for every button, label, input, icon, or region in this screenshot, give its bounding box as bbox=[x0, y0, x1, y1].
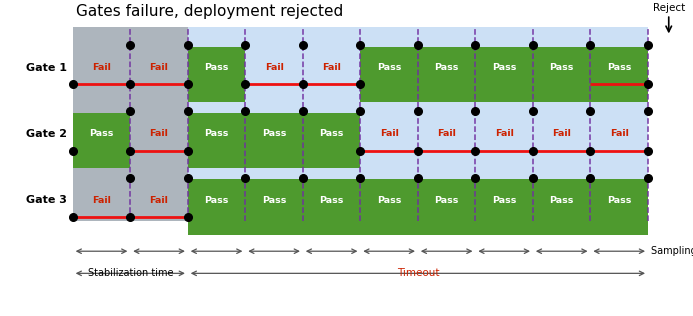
Bar bbox=[360, 179, 418, 234]
Text: Pass: Pass bbox=[319, 196, 344, 205]
Bar bbox=[533, 47, 590, 102]
Text: Fail: Fail bbox=[92, 63, 111, 72]
Text: Stabilization time: Stabilization time bbox=[87, 268, 173, 278]
Bar bbox=[360, 47, 418, 102]
Text: Pass: Pass bbox=[492, 63, 516, 72]
Text: Fail: Fail bbox=[437, 130, 456, 138]
Text: Pass: Pass bbox=[550, 196, 574, 205]
Text: Fail: Fail bbox=[150, 130, 168, 138]
Text: Fail: Fail bbox=[610, 130, 629, 138]
Bar bbox=[590, 47, 648, 102]
Bar bbox=[245, 179, 303, 234]
Text: Fail: Fail bbox=[92, 196, 111, 205]
Text: Fail: Fail bbox=[265, 63, 283, 72]
Text: Pass: Pass bbox=[435, 63, 459, 72]
Text: Pass: Pass bbox=[204, 130, 229, 138]
Bar bbox=[73, 27, 188, 221]
Bar bbox=[73, 27, 648, 221]
Text: Gate 3: Gate 3 bbox=[26, 195, 67, 205]
Bar bbox=[188, 47, 245, 102]
Bar bbox=[475, 47, 533, 102]
Text: Fail: Fail bbox=[150, 196, 168, 205]
Text: Fail: Fail bbox=[495, 130, 514, 138]
Bar bbox=[418, 47, 475, 102]
Text: Pass: Pass bbox=[319, 130, 344, 138]
Text: Pass: Pass bbox=[204, 63, 229, 72]
Bar bbox=[73, 113, 130, 168]
Text: Pass: Pass bbox=[435, 196, 459, 205]
Text: Pass: Pass bbox=[607, 196, 631, 205]
Text: Gate 1: Gate 1 bbox=[26, 63, 67, 73]
Text: Gate 2: Gate 2 bbox=[26, 129, 67, 139]
Text: Fail: Fail bbox=[150, 63, 168, 72]
Text: Pass: Pass bbox=[550, 63, 574, 72]
Text: Pass: Pass bbox=[262, 196, 286, 205]
Bar bbox=[245, 113, 303, 168]
Text: Pass: Pass bbox=[262, 130, 286, 138]
Text: Pass: Pass bbox=[377, 196, 401, 205]
Text: Fail: Fail bbox=[322, 63, 341, 72]
Bar bbox=[303, 179, 360, 234]
Text: Sampling intervals: Sampling intervals bbox=[651, 246, 693, 256]
Text: Fail: Fail bbox=[380, 130, 398, 138]
Text: Pass: Pass bbox=[377, 63, 401, 72]
Bar bbox=[303, 113, 360, 168]
Text: Timeout: Timeout bbox=[396, 268, 439, 278]
Bar bbox=[475, 179, 533, 234]
Text: Fail: Fail bbox=[552, 130, 571, 138]
Bar bbox=[188, 113, 245, 168]
Text: Reject: Reject bbox=[653, 3, 685, 13]
Bar bbox=[590, 179, 648, 234]
Text: Pass: Pass bbox=[492, 196, 516, 205]
Text: Pass: Pass bbox=[204, 196, 229, 205]
Text: Gates failure, deployment rejected: Gates failure, deployment rejected bbox=[76, 4, 344, 19]
Bar bbox=[418, 179, 475, 234]
Bar bbox=[533, 179, 590, 234]
Text: Pass: Pass bbox=[89, 130, 114, 138]
Text: Pass: Pass bbox=[607, 63, 631, 72]
Bar bbox=[188, 179, 245, 234]
